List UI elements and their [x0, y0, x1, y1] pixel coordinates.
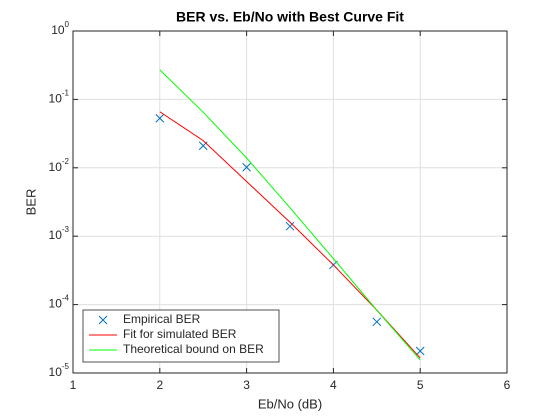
marker — [155, 113, 165, 123]
y-tick-base: 10 — [49, 92, 63, 106]
y-axis-label: BER — [23, 189, 38, 216]
x-tick-label: 6 — [504, 378, 511, 392]
y-tick-exponent: 0 — [65, 20, 70, 29]
marker — [415, 346, 425, 356]
y-tick-label: 10-2 — [49, 157, 70, 174]
legend-label: Theoretical bound on BER — [123, 342, 264, 356]
y-tick-exponent: -2 — [62, 157, 70, 166]
y-tick-base: 10 — [49, 160, 63, 174]
y-tick-exponent: -4 — [62, 294, 70, 303]
marker — [242, 162, 251, 172]
x-axis-label: Eb/No (dB) — [258, 396, 322, 411]
legend-swatch — [98, 315, 108, 325]
x-tick-label: 5 — [417, 378, 424, 392]
y-tick-base: 10 — [49, 228, 63, 242]
y-tick-base: 10 — [51, 23, 65, 37]
y-tick-base: 10 — [49, 365, 63, 379]
x-tick-label: 1 — [70, 378, 77, 392]
y-tick-label: 10-5 — [49, 362, 70, 379]
y-tick-exponent: -3 — [62, 225, 70, 234]
x-tick-label: 4 — [330, 378, 337, 392]
marker — [285, 221, 295, 231]
marker — [372, 317, 382, 327]
y-tick-base: 10 — [49, 297, 63, 311]
x-tick-label: 2 — [156, 378, 163, 392]
y-tick-label: 10-4 — [49, 294, 70, 311]
y-tick-label: 100 — [51, 20, 69, 37]
y-tick-exponent: -5 — [62, 362, 70, 371]
legend-box — [82, 309, 280, 363]
x-tick-label: 3 — [243, 378, 250, 392]
legend-label: Empirical BER — [123, 312, 201, 326]
legend-label: Fit for simulated BER — [123, 327, 237, 341]
y-tick-label: 10-1 — [49, 89, 70, 106]
axes-box — [72, 30, 508, 374]
series-line — [159, 69, 421, 361]
chart-title: BER vs. Eb/No with Best Curve Fit — [176, 9, 404, 25]
y-tick-exponent: -1 — [62, 89, 70, 98]
y-tick-label: 10-3 — [49, 225, 70, 242]
